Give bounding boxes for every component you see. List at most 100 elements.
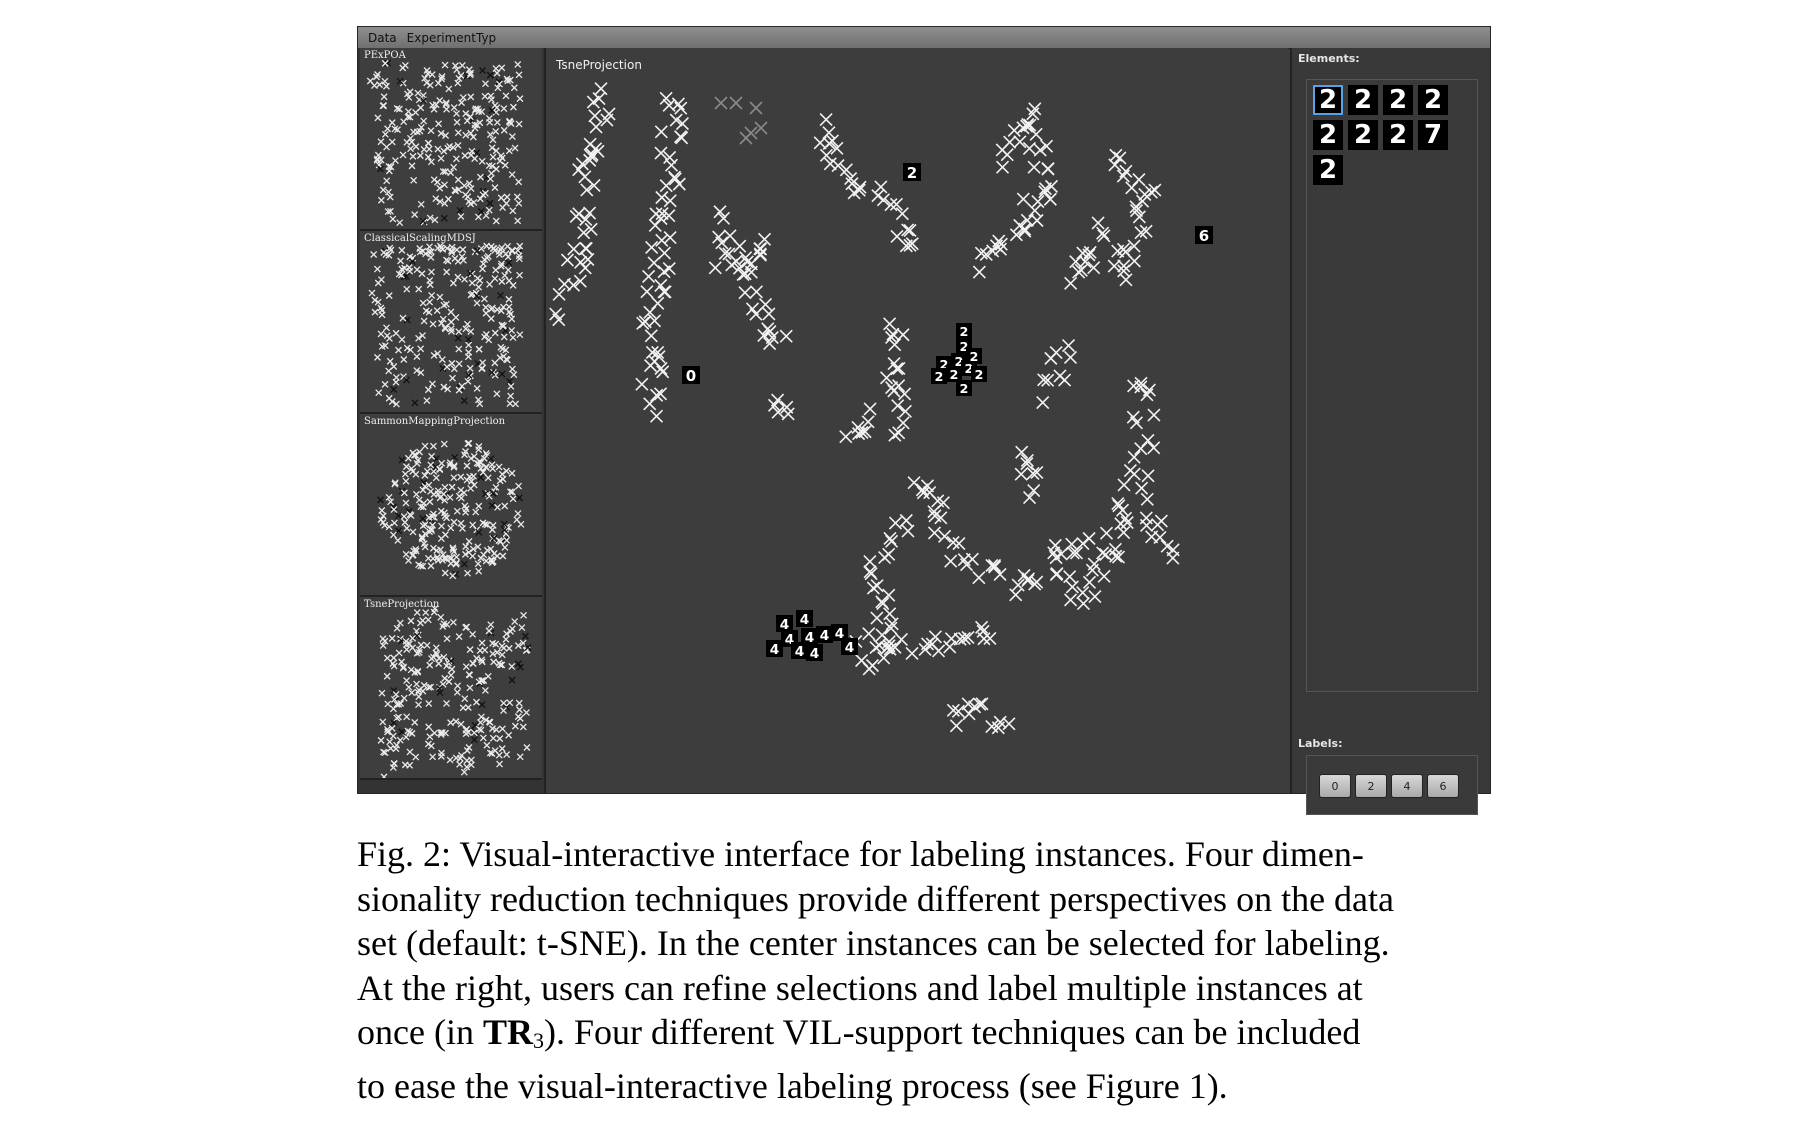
data-point[interactable] (390, 519, 398, 527)
data-point[interactable] (635, 377, 649, 391)
data-point[interactable] (378, 689, 386, 697)
data-point[interactable] (515, 255, 523, 263)
data-point[interactable] (400, 489, 408, 497)
data-point[interactable] (830, 141, 844, 155)
data-point[interactable] (477, 459, 485, 467)
data-point[interactable] (432, 474, 440, 482)
data-point[interactable] (421, 530, 429, 538)
data-point[interactable] (892, 426, 906, 440)
data-point[interactable] (993, 567, 1007, 582)
data-point[interactable] (429, 753, 437, 761)
data-point[interactable] (475, 725, 483, 733)
data-point[interactable] (398, 456, 406, 464)
label-button-6[interactable]: 6 (1427, 774, 1459, 798)
data-point[interactable] (467, 454, 475, 462)
data-point[interactable] (485, 627, 493, 635)
data-point[interactable] (419, 514, 427, 522)
data-point[interactable] (1038, 185, 1052, 199)
data-point[interactable] (445, 678, 453, 686)
data-point[interactable] (394, 536, 402, 544)
data-point[interactable] (668, 172, 682, 186)
data-point[interactable] (581, 252, 595, 267)
data-point[interactable] (430, 653, 437, 661)
data-point[interactable] (490, 534, 498, 542)
data-point[interactable] (662, 209, 676, 223)
data-point[interactable] (931, 644, 946, 658)
data-point[interactable] (882, 639, 896, 653)
data-point[interactable] (1129, 416, 1144, 430)
data-point[interactable] (412, 490, 420, 498)
data-point[interactable] (505, 259, 513, 267)
data-point[interactable] (403, 316, 411, 324)
data-point[interactable] (749, 101, 763, 115)
data-point[interactable] (974, 246, 988, 260)
element-thumbnail[interactable]: 2 (1313, 85, 1343, 115)
data-point[interactable] (451, 186, 459, 194)
data-point[interactable] (1082, 531, 1096, 546)
data-point[interactable] (1029, 127, 1043, 141)
data-point[interactable] (874, 180, 888, 194)
data-point[interactable] (509, 334, 517, 342)
data-point[interactable] (431, 729, 438, 737)
data-point[interactable] (1041, 162, 1055, 176)
data-point[interactable] (423, 67, 431, 74)
data-point[interactable] (501, 272, 509, 279)
data-point[interactable] (916, 486, 930, 500)
data-point[interactable] (458, 382, 466, 390)
data-point[interactable] (944, 554, 958, 568)
data-point[interactable] (370, 251, 378, 258)
data-point[interactable] (1036, 396, 1050, 410)
data-point[interactable] (994, 237, 1008, 251)
data-point[interactable] (884, 330, 899, 345)
data-point[interactable] (441, 324, 449, 332)
data-point[interactable] (466, 71, 474, 79)
data-point[interactable] (397, 257, 405, 265)
data-point[interactable] (650, 388, 664, 402)
data-point[interactable] (577, 226, 591, 240)
data-point[interactable] (493, 118, 501, 126)
data-point[interactable] (419, 217, 427, 225)
data-point[interactable] (461, 502, 469, 510)
data-point[interactable] (430, 176, 438, 184)
data-point[interactable] (469, 521, 477, 529)
data-point[interactable] (448, 249, 456, 256)
data-point[interactable] (496, 735, 504, 743)
data-point[interactable] (499, 552, 507, 560)
data-point[interactable] (399, 151, 407, 159)
data-point[interactable] (514, 642, 522, 650)
data-point[interactable] (487, 315, 495, 323)
data-point[interactable] (507, 382, 515, 390)
data-point[interactable] (377, 330, 385, 338)
data-point[interactable] (421, 521, 429, 529)
data-point[interactable] (440, 440, 448, 448)
data-point[interactable] (416, 127, 424, 135)
data-point[interactable] (485, 336, 493, 344)
data-point[interactable] (475, 567, 483, 575)
data-point[interactable] (409, 551, 417, 559)
data-point[interactable] (371, 296, 379, 304)
data-point[interactable] (483, 546, 491, 554)
data-point[interactable] (388, 119, 396, 127)
data-point[interactable] (514, 217, 522, 225)
data-point[interactable] (437, 731, 445, 738)
data-point[interactable] (758, 297, 773, 312)
data-point[interactable] (390, 687, 398, 695)
data-point[interactable] (489, 153, 497, 161)
data-point[interactable] (431, 216, 439, 224)
data-point[interactable] (1120, 515, 1134, 530)
data-point[interactable] (443, 635, 451, 643)
data-point[interactable] (654, 146, 668, 160)
data-point[interactable] (473, 654, 481, 662)
data-point[interactable] (493, 552, 501, 560)
data-point[interactable] (470, 481, 478, 489)
data-point[interactable] (675, 131, 689, 145)
data-point[interactable] (739, 131, 753, 145)
data-point[interactable] (938, 529, 952, 543)
data-point[interactable] (479, 519, 487, 527)
data-point[interactable] (469, 133, 477, 141)
data-point[interactable] (498, 370, 506, 378)
data-point[interactable] (436, 198, 444, 206)
data-point[interactable] (654, 125, 668, 139)
data-point[interactable] (406, 748, 414, 756)
data-point[interactable] (825, 134, 839, 148)
